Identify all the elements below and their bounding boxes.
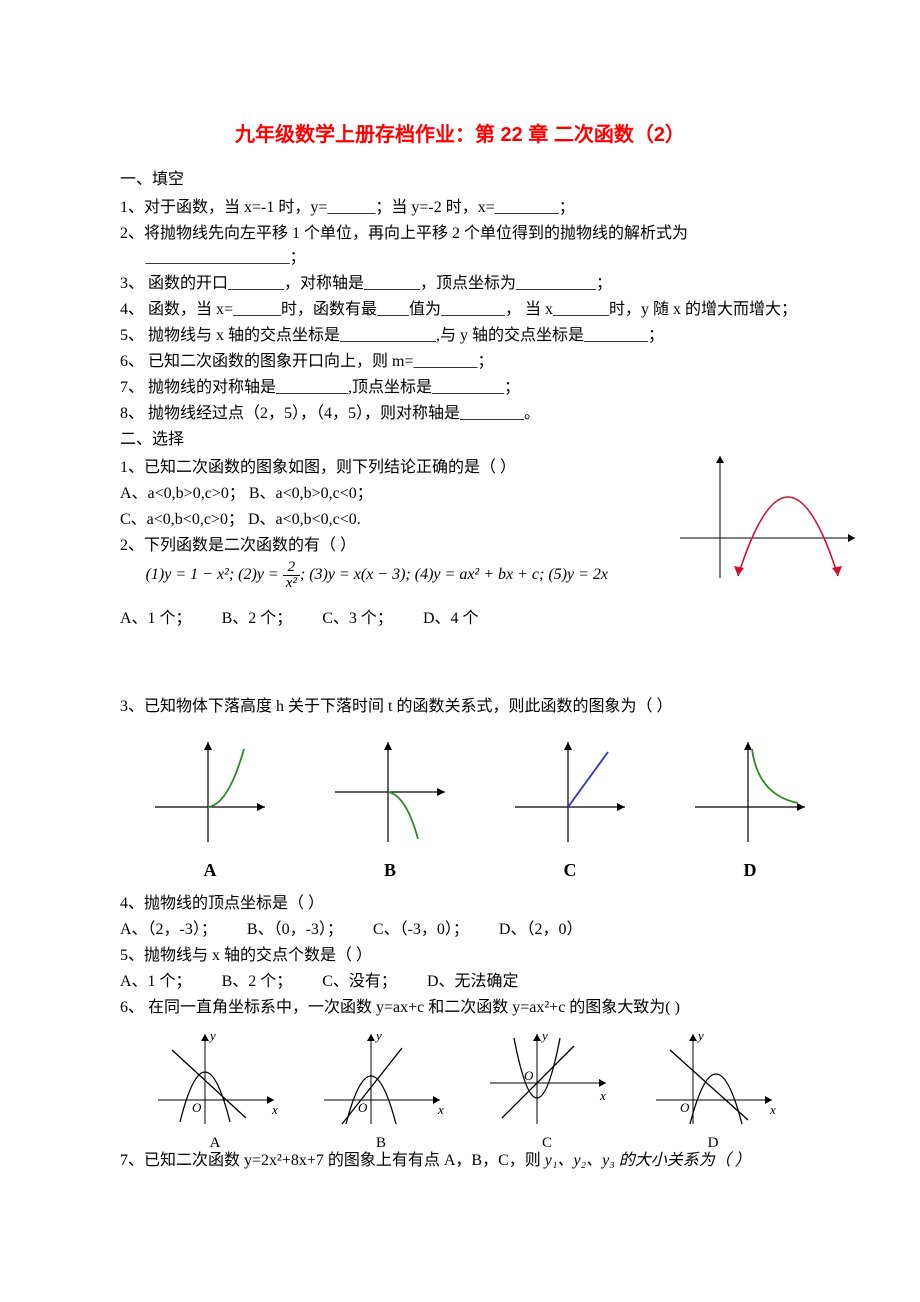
q5-opt-b: B、2 个； — [222, 973, 293, 990]
choice-q5-opts: A、1 个； B、2 个； C、没有； D、无法确定 — [120, 970, 800, 994]
q4-opt-c: C、（-3，0）； — [373, 921, 469, 938]
q2-opt-d: D、4 个 — [423, 610, 479, 627]
choice-q3: 3、已知物体下落高度 h 关于下落时间 t 的函数关系式，则此函数的图象为（ ） — [120, 695, 800, 719]
fill-q7: 7、 抛物线的对称轴是_________,顶点坐标是_________； — [120, 376, 800, 400]
svg-text:y: y — [374, 1028, 382, 1043]
fill-q8: 8、 抛物线经过点（2，5），（4，5），则对称轴是________。 — [120, 402, 800, 426]
fill-q3: 3、 函数的开口_______，对称轴是_______，顶点坐标为_______… — [120, 272, 800, 296]
svg-text:y: y — [696, 1028, 704, 1043]
q3-graph-d: D — [690, 737, 810, 884]
q4-opt-b: B、（0，-3）； — [247, 921, 343, 938]
svg-text:O: O — [524, 1068, 534, 1083]
choice-q5: 5、抛物线与 x 轴的交点个数是（ ） — [120, 944, 800, 968]
q3-label-c: C — [510, 857, 630, 884]
choice-q2-opts: A、1 个； B、2 个； C、3 个； D、4 个 — [120, 607, 800, 631]
q6-graph-c: x y O C — [482, 1028, 612, 1155]
fill-q1: 1、对于函数，当 x=-1 时，y=______；当 y=-2 时，x=____… — [120, 196, 800, 220]
parabola-figure — [670, 448, 860, 588]
q7-p1: 7、已知二次函数 y=2x²+8x+7 的图象上有有点 A，B，C，则 — [120, 1152, 545, 1169]
eq-p3: ; (3)y = x(x − 3); (4)y = ax² + bx + c; … — [300, 566, 608, 583]
q3-graph-row: A B C — [150, 737, 800, 884]
q3-graph-a: A — [150, 737, 270, 884]
choice-q7: 7、已知二次函数 y=2x²+8x+7 的图象上有有点 A，B，C，则 y₁、y… — [120, 1149, 800, 1173]
svg-text:O: O — [192, 1100, 202, 1115]
svg-text:O: O — [680, 1100, 690, 1115]
q5-opt-c: C、没有； — [322, 973, 397, 990]
svg-text:x: x — [599, 1088, 606, 1103]
q6-graph-a: x y O A — [150, 1028, 280, 1155]
choice-q4: 4、抛物线的顶点坐标是（ ） — [120, 892, 800, 916]
q3-label-a: A — [150, 857, 270, 884]
svg-text:y: y — [540, 1028, 548, 1043]
q4-opt-d: D、（2，0） — [499, 921, 583, 938]
fill-q6: 6、 已知二次函数的图象开口向上，则 m=________； — [120, 350, 800, 374]
q2-opt-a: A、1 个； — [120, 610, 192, 627]
fill-q4: 4、 函数，当 x=______时，函数有最____值为________， 当 … — [120, 298, 800, 322]
q6-graph-b: x y O B — [316, 1028, 446, 1155]
choice-q6: 6、 在同一直角坐标系中，一次函数 y=ax+c 和二次函数 y=ax²+c 的… — [120, 996, 800, 1020]
fill-q2: 2、将抛物线先向左平移 1 个单位，再向上平移 2 个单位得到的抛物线的解析式为… — [120, 222, 800, 270]
q3-label-d: D — [690, 857, 810, 884]
q7-p2: y₁、y₂、y₃ 的大小关系为（ ） — [545, 1152, 751, 1169]
fill-heading: 一、填空 — [120, 168, 800, 192]
svg-text:y: y — [208, 1028, 216, 1043]
svg-text:x: x — [271, 1102, 278, 1117]
q2-opt-c: C、3 个； — [322, 610, 393, 627]
svg-text:x: x — [437, 1102, 444, 1117]
eq-p1: (1)y = 1 − x²; (2)y = — [146, 566, 283, 583]
q6-graph-d: x y O D — [648, 1028, 778, 1155]
q3-graph-b: B — [330, 737, 450, 884]
svg-text:x: x — [769, 1102, 776, 1117]
q6-graph-row: x y O A x y O B — [150, 1028, 800, 1155]
q2-opt-b: B、2 个； — [222, 610, 293, 627]
page-title: 九年级数学上册存档作业：第 22 章 二次函数（2） — [120, 120, 800, 150]
choice-q4-opts: A、（2，-3）； B、（0，-3）； C、（-3，0）； D、（2，0） — [120, 918, 800, 942]
q3-graph-c: C — [510, 737, 630, 884]
q5-opt-d: D、无法确定 — [427, 973, 519, 990]
eq-frac: 2x² — [283, 560, 300, 591]
q5-opt-a: A、1 个； — [120, 973, 192, 990]
q3-label-b: B — [330, 857, 450, 884]
q4-opt-a: A、（2，-3）； — [120, 921, 217, 938]
fill-q5: 5、 抛物线与 x 轴的交点坐标是____________,与 y 轴的交点坐标… — [120, 324, 800, 348]
